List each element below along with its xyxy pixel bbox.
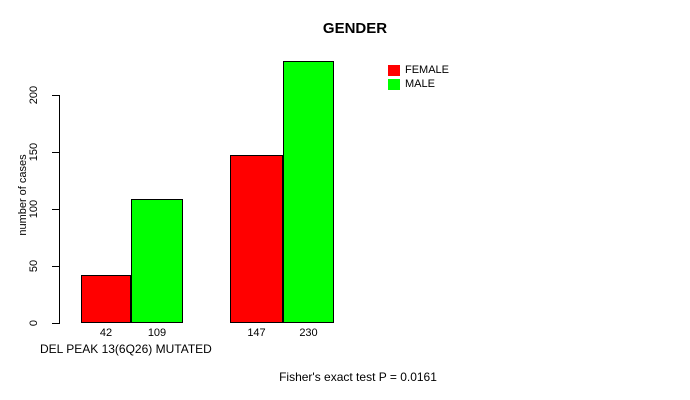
y-axis-tick-label: 100 [28, 199, 40, 219]
legend: FEMALE MALE [388, 64, 449, 92]
y-axis-tick [52, 209, 60, 210]
bar-male-group2 [283, 61, 334, 323]
bar-value-label: 109 [147, 327, 167, 339]
fisher-test-annotation: Fisher's exact test P = 0.0161 [279, 370, 437, 384]
legend-label-female: FEMALE [405, 64, 450, 76]
bar-female-group1 [81, 275, 131, 323]
legend-item-female: FEMALE [388, 64, 449, 77]
male-color-swatch [388, 79, 400, 90]
y-axis-tick-label: 150 [28, 142, 40, 162]
chart-title: GENDER [322, 20, 388, 37]
x-category-label: DEL PEAK 13(6Q26) MUTATED [40, 342, 212, 356]
y-axis-tick-label: 200 [28, 85, 40, 105]
y-axis-tick [52, 323, 60, 324]
female-color-swatch [388, 65, 400, 76]
y-axis-tick-label: 50 [28, 259, 40, 273]
bar-female-group2 [230, 155, 283, 323]
y-axis-tick [52, 266, 60, 267]
bar-value-label: 42 [99, 327, 113, 339]
legend-label-male: MALE [405, 78, 435, 90]
bar-value-label: 230 [299, 327, 318, 339]
y-axis-tick-label: 0 [28, 319, 40, 327]
bar-male-group1 [131, 199, 183, 323]
legend-item-male: MALE [388, 78, 449, 91]
y-axis-tick [52, 95, 60, 96]
y-axis-tick [52, 152, 60, 153]
bar-value-label: 147 [247, 327, 266, 339]
